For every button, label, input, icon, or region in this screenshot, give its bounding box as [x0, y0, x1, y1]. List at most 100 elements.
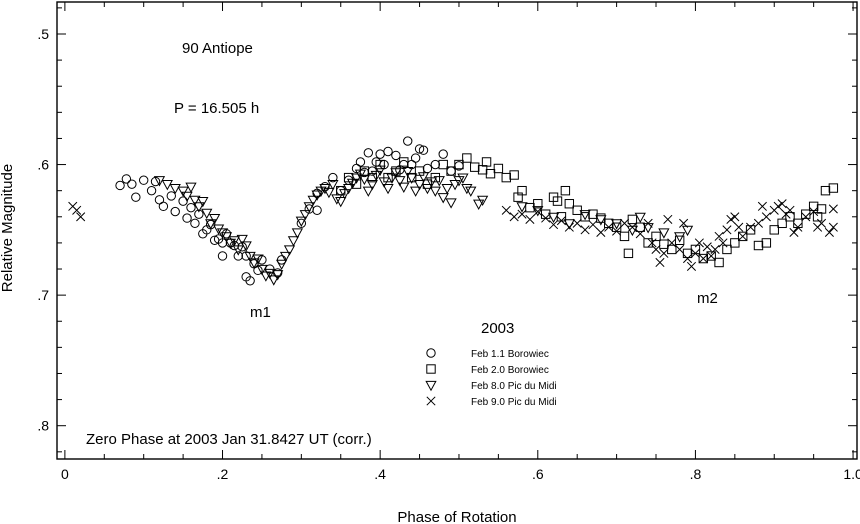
data-point-series-4 [785, 205, 795, 215]
data-point-series-3 [201, 208, 213, 220]
data-point-series-3 [311, 190, 323, 201]
data-point-series-1 [430, 159, 441, 170]
data-point-series-3 [547, 212, 560, 224]
data-point-series-1 [121, 174, 132, 184]
data-point-series-1 [182, 213, 192, 223]
data-point-series-1 [363, 148, 374, 158]
data-point-series-4 [509, 212, 519, 222]
data-point-series-3 [421, 183, 434, 195]
data-point-series-3 [327, 180, 339, 191]
data-point-series-4 [501, 205, 511, 215]
x-tick-label: .2 [217, 466, 229, 482]
data-point-series-4 [667, 238, 677, 248]
data-point-series-4 [655, 257, 665, 268]
axis-ticks [57, 2, 857, 459]
x-tick-label: .4 [374, 466, 386, 482]
data-point-series-4 [828, 222, 838, 232]
data-point-series-4 [722, 225, 732, 235]
data-point-series-4 [777, 199, 787, 209]
data-point-series-4 [726, 214, 736, 224]
data-point-series-3 [476, 195, 489, 207]
data-point-series-3 [331, 194, 343, 205]
data-point-series-3 [413, 180, 426, 191]
legend-entry-4: Feb 9.0 Pic du Midi [471, 397, 557, 408]
data-point-series-2 [828, 183, 839, 193]
data-point-series-3 [417, 172, 430, 183]
data-point-series-2 [674, 235, 685, 245]
data-point-series-2 [580, 212, 590, 222]
data-point-series-3 [461, 183, 473, 195]
data-point-series-4 [604, 222, 614, 232]
data-point-series-2 [785, 212, 795, 222]
data-point-series-2 [438, 159, 448, 170]
data-point-series-2 [501, 172, 511, 183]
data-point-series-3 [398, 182, 410, 194]
data-point-series-4 [714, 231, 724, 241]
data-point-series-4 [619, 218, 630, 228]
data-point-series-3 [563, 219, 575, 230]
data-point-series-1 [217, 238, 228, 248]
data-point-series-3 [409, 186, 422, 197]
data-point-series-3 [291, 228, 304, 239]
data-point-series-3 [595, 215, 607, 226]
data-point-series-1 [146, 185, 157, 196]
data-point-series-3 [465, 186, 477, 197]
data-point-series-4 [746, 222, 756, 232]
data-point-series-3 [449, 180, 461, 191]
data-point-series-4 [533, 207, 543, 217]
data-point-series-2 [627, 214, 638, 225]
y-tick-label: .6 [37, 157, 49, 173]
data-point-series-3 [197, 197, 209, 208]
data-point-series-4 [690, 248, 700, 258]
data-point-series-3 [445, 198, 457, 209]
data-point-series-3 [272, 270, 284, 281]
data-point-series-2 [399, 157, 409, 167]
data-point-series-3 [532, 206, 544, 217]
data-point-series-2 [651, 231, 661, 242]
data-point-series-4 [730, 212, 740, 222]
data-point-series-3 [169, 183, 181, 195]
data-point-series-4 [572, 218, 582, 228]
data-point-series-1 [233, 251, 243, 261]
data-point-series-3 [268, 275, 280, 286]
legend-markers [425, 348, 437, 406]
x-tick-labels: 0 .2 .4 .6 .8 1.0 [61, 466, 860, 482]
data-point-series-3 [346, 178, 359, 190]
data-point-series-1 [312, 205, 322, 215]
legend-entry-1: Feb 1.1 Borowiec [471, 349, 549, 360]
data-point-series-4 [718, 238, 728, 248]
data-point-series-1 [375, 149, 385, 159]
data-point-series-3 [303, 202, 315, 213]
legend-marker-3 [425, 380, 437, 392]
data-point-series-2 [812, 212, 823, 222]
data-point-series-2 [659, 239, 669, 249]
data-point-series-4 [580, 225, 590, 235]
data-point-series-3 [658, 228, 670, 239]
data-point-series-3 [437, 193, 449, 204]
data-point-series-4 [793, 222, 803, 232]
data-point-series-4 [72, 205, 82, 215]
data-point-series-3 [181, 191, 193, 203]
data-point-series-2 [564, 199, 575, 209]
data-point-series-4 [694, 238, 704, 248]
data-point-series-4 [675, 244, 685, 254]
data-point-series-1 [296, 218, 307, 229]
data-point-series-3 [350, 173, 363, 184]
data-point-series-4 [679, 218, 689, 228]
data-point-series-4 [828, 204, 838, 214]
y-tick-label: .5 [37, 26, 49, 42]
data-point-series-3 [610, 219, 623, 230]
data-point-series-2 [769, 225, 779, 235]
data-point-series-2 [596, 213, 606, 223]
legend-entry-2: Feb 2.0 Borowiec [471, 365, 549, 376]
data-point-series-4 [773, 201, 783, 211]
data-point-series-3 [295, 216, 307, 227]
data-point-series-4 [738, 231, 748, 241]
data-point-series-3 [208, 213, 221, 225]
data-point-series-1 [328, 172, 338, 183]
data-point-series-1 [355, 157, 366, 167]
data-point-series-3 [473, 199, 485, 210]
y-tick-label: .8 [37, 418, 49, 434]
data-point-series-1 [410, 153, 421, 163]
